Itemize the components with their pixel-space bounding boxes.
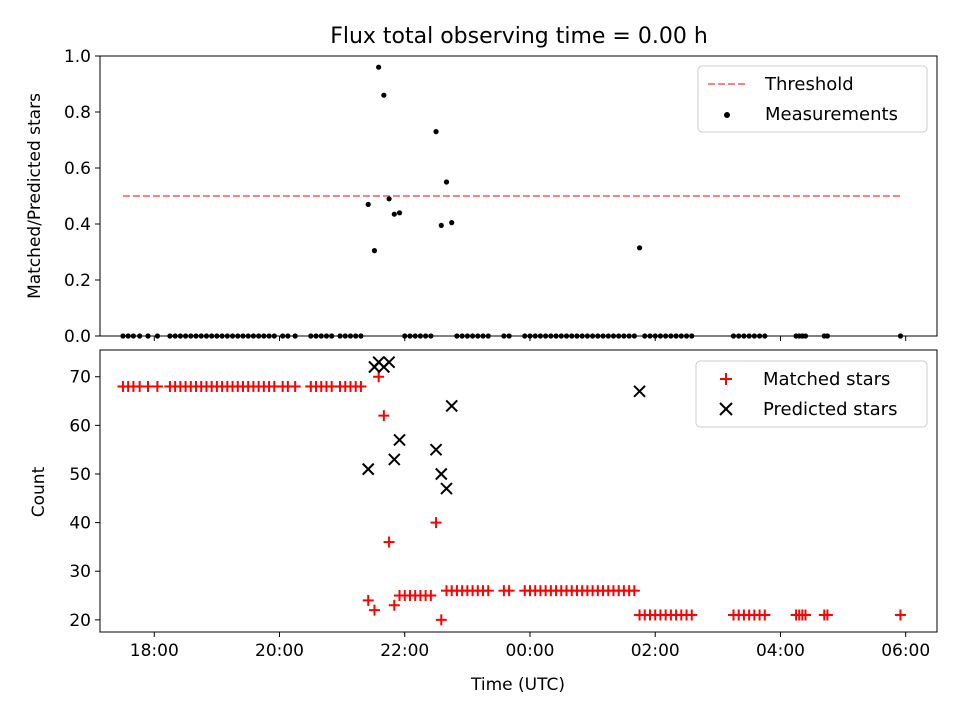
- legend-box-count: [695, 360, 928, 428]
- matched-star-point: [289, 380, 301, 392]
- matched-star-point: [686, 609, 698, 621]
- legend-measurements-label: Measurements: [765, 104, 898, 125]
- matched-star-point: [425, 590, 437, 602]
- predicted-star-point: [393, 433, 406, 447]
- y-tick-label: 70: [69, 368, 91, 388]
- measurement-point: [371, 248, 378, 254]
- x-ticks-count: 18:00 20:00 22:00 00:00 02:00 04:00 06:00: [130, 632, 930, 661]
- matched-star-point: [628, 585, 640, 597]
- y-tick-label: 0.0: [64, 327, 91, 347]
- predicted-stars-points: [362, 355, 646, 495]
- y-tick-label: 30: [69, 562, 91, 582]
- predicted-star-point: [388, 453, 401, 466]
- legend-measurements-swatch: [724, 112, 730, 118]
- count-panel: Count Time (UTC) 20 30 40 50 60 70 18:00 20:00…: [29, 349, 938, 695]
- matched-stars-points: [117, 371, 906, 626]
- measurement-point: [391, 211, 397, 217]
- x-ticks-ratio: [153, 336, 907, 341]
- matched-star-point: [482, 585, 494, 597]
- x-stroke-b: [382, 355, 396, 369]
- measurement-point: [443, 179, 450, 185]
- legend-matched-swatch: [720, 373, 732, 385]
- measurement-point: [386, 196, 392, 202]
- legend-predicted-label: Predicted stars: [763, 399, 897, 420]
- measurement-point: [365, 201, 371, 207]
- predicted-star-point: [440, 482, 453, 495]
- y-ticks-ratio: 0.0 0.2 0.4 0.6 0.8 1.0: [64, 47, 100, 347]
- y-tick-label: 1.0: [64, 47, 91, 67]
- legend-matched-label: Matched stars: [763, 369, 890, 390]
- matched-star-point: [430, 517, 442, 529]
- legend-ratio: Threshold Measurements: [697, 65, 928, 133]
- y-tick-label: 0.8: [64, 103, 91, 123]
- matched-star-point: [151, 380, 163, 392]
- matched-star-point: [373, 371, 385, 383]
- y-tick-label: 0.4: [64, 215, 91, 235]
- y-ticks-count: 20 30 40 50 60 70: [69, 368, 100, 631]
- predicted-star-point: [435, 467, 448, 481]
- x-axis-label: Time (UTC): [470, 675, 565, 695]
- ratio-panel: Flux total observing time = 0.00 h Match…: [25, 24, 938, 347]
- matched-star-point: [821, 609, 833, 621]
- predicted-star-point: [362, 462, 375, 476]
- predicted-star-point: [382, 355, 396, 369]
- x-stroke-b: [429, 443, 443, 456]
- y-tick-label: 20: [69, 611, 91, 631]
- x-stroke-b: [445, 399, 458, 413]
- x-stroke-b: [435, 467, 448, 481]
- x-stroke-b: [633, 385, 646, 398]
- x-tick-label: 20:00: [255, 641, 304, 661]
- x-stroke-b: [388, 453, 401, 466]
- matched-star-point: [362, 594, 374, 606]
- y-tick-label: 40: [69, 514, 91, 534]
- x-tick-label: 18:00: [130, 641, 179, 661]
- legend-count: Matched stars Predicted stars: [695, 360, 928, 428]
- y-tick-label: 60: [69, 416, 91, 436]
- y-tick-label: 0.2: [64, 271, 91, 291]
- matched-star-point: [435, 614, 447, 626]
- matched-star-point: [355, 380, 367, 392]
- matched-star-point: [388, 599, 400, 611]
- y-axis-label-ratio: Matched/Predicted stars: [25, 93, 45, 299]
- predicted-star-point: [445, 399, 458, 413]
- matched-star-point: [368, 604, 380, 616]
- measurement-point: [396, 210, 403, 216]
- matched-star-point: [503, 585, 515, 597]
- y-tick-label: 50: [69, 465, 91, 485]
- plot-frame-count: [99, 349, 938, 633]
- matched-star-point: [383, 536, 395, 548]
- legend-predicted-swatch: [719, 402, 733, 416]
- legend-box-ratio: [697, 65, 928, 133]
- measurement-point: [381, 92, 387, 98]
- x-tick-label: 00:00: [505, 641, 554, 661]
- x-tick-label: 06:00: [881, 641, 930, 661]
- measurement-point: [376, 64, 382, 70]
- predicted-star-point: [429, 443, 443, 456]
- matched-star-point: [378, 410, 390, 422]
- measurement-point: [636, 245, 643, 251]
- measurement-point: [449, 220, 455, 226]
- legend-threshold-label: Threshold: [764, 74, 854, 95]
- x-stroke-b: [393, 433, 406, 447]
- measurement-point: [438, 222, 444, 228]
- plot-frame-ratio: [99, 55, 938, 337]
- x-stroke-b: [362, 462, 375, 476]
- matched-star-point: [894, 609, 906, 621]
- matched-star-point: [142, 380, 154, 392]
- y-tick-label: 0.6: [64, 159, 91, 179]
- x-stroke-b: [440, 482, 453, 495]
- x-tick-label: 02:00: [631, 641, 680, 661]
- matched-star-point: [759, 609, 771, 621]
- measurement-point: [433, 129, 439, 135]
- x-tick-label: 04:00: [756, 641, 805, 661]
- predicted-star-point: [633, 385, 646, 398]
- matched-star-point: [800, 609, 812, 621]
- x-tick-label: 22:00: [380, 641, 429, 661]
- chart-title: Flux total observing time = 0.00 h: [330, 24, 708, 49]
- y-axis-label-count: Count: [29, 466, 49, 517]
